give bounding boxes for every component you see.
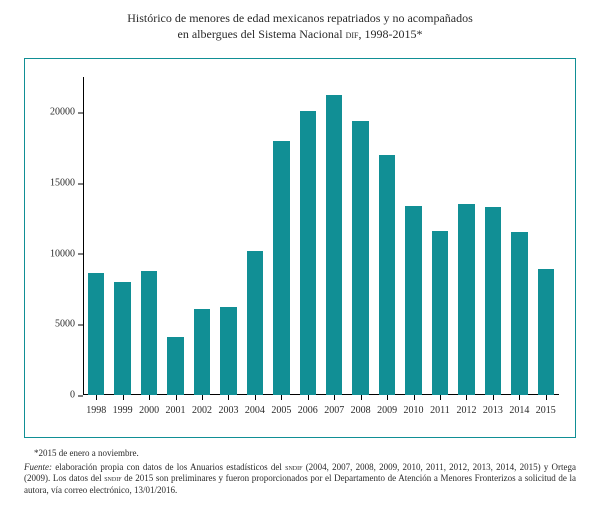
footnote-source-text: elaboración propia con datos de los Anua…: [24, 462, 576, 495]
bar: [432, 231, 448, 395]
x-tick-label: 2005: [271, 395, 291, 416]
bar: [511, 232, 527, 395]
x-tick-label: 2011: [430, 395, 450, 416]
x-tick-label: 2010: [404, 395, 424, 416]
x-tick-label: 2014: [509, 395, 529, 416]
bar: [458, 204, 474, 395]
bars-container: [83, 77, 559, 395]
footnote-asterisk: *2015 de enero a noviembre.: [24, 448, 576, 460]
bar: [379, 155, 395, 395]
x-tick-label: 2007: [324, 395, 344, 416]
chart-title: Histórico de menores de edad mexicanos r…: [0, 10, 600, 42]
y-tick-label: 5000: [55, 319, 83, 330]
footnote-source: Fuente: elaboración propia con datos de …: [24, 462, 576, 497]
x-tick-label: 1999: [113, 395, 133, 416]
chart-panel: 0 5000 10000 15000 20000 1998 1999 2000 2001 2002…: [24, 58, 576, 438]
x-tick-label: 2004: [245, 395, 265, 416]
y-tick-label: 10000: [50, 248, 83, 259]
x-tick-label: 2008: [351, 395, 371, 416]
bar: [220, 307, 236, 395]
bar: [167, 337, 183, 395]
x-tick-label: 2012: [456, 395, 476, 416]
x-tick-label: 2015: [536, 395, 556, 416]
bar: [194, 309, 210, 395]
x-tick-label: 2003: [218, 395, 238, 416]
bar: [485, 207, 501, 395]
chart-title-line2: en albergues del Sistema Nacional dif, 1…: [178, 27, 423, 41]
bar: [88, 273, 104, 395]
x-tick-label: 2006: [298, 395, 318, 416]
x-tick-label: 2000: [139, 395, 159, 416]
y-tick-label: 15000: [50, 178, 83, 189]
y-tick-label: 20000: [50, 107, 83, 118]
bar: [352, 121, 368, 395]
x-tick-label: 2013: [483, 395, 503, 416]
bar: [247, 251, 263, 395]
plot-area: 0500010000150002000019981999200020012002…: [83, 77, 559, 395]
footnotes: *2015 de enero a noviembre. Fuente: elab…: [24, 448, 576, 497]
bar: [273, 141, 289, 395]
x-tick-label: 1998: [86, 395, 106, 416]
x-tick-label: 2002: [192, 395, 212, 416]
chart-title-line1: Histórico de menores de edad mexicanos r…: [127, 11, 473, 25]
bar: [300, 111, 316, 395]
x-tick-label: 2009: [377, 395, 397, 416]
bar: [326, 95, 342, 395]
bar: [141, 271, 157, 395]
bar: [405, 206, 421, 395]
bar: [114, 282, 130, 395]
bar: [538, 269, 554, 395]
x-tick-label: 2001: [166, 395, 186, 416]
page: Histórico de menores de edad mexicanos r…: [0, 0, 600, 507]
footnote-source-label: Fuente:: [24, 462, 52, 472]
y-tick-label: 0: [70, 390, 83, 401]
